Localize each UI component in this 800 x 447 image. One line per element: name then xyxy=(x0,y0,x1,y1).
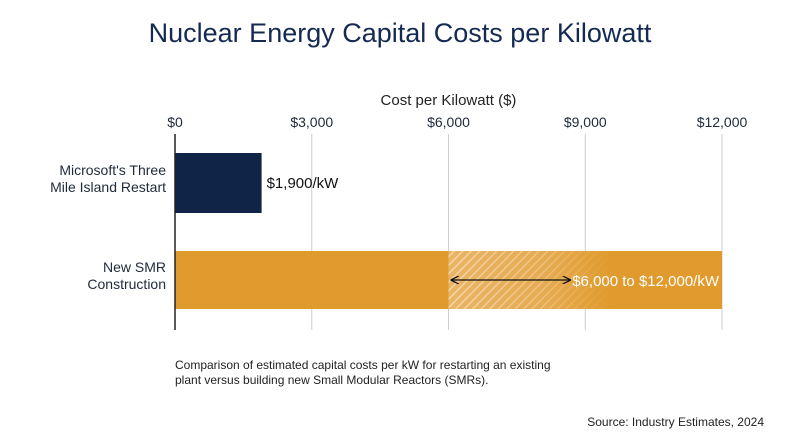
source-text: Source: Industry Estimates, 2024 xyxy=(587,415,764,429)
x-tick-label: $6,000 xyxy=(427,114,470,130)
data-label: $1,900/kW xyxy=(267,175,340,192)
bar xyxy=(175,153,262,213)
x-tick-label: $12,000 xyxy=(697,114,748,130)
category-label: Microsoft's Three xyxy=(59,162,166,178)
chart-note: Comparison of estimated capital costs pe… xyxy=(175,358,551,387)
data-label: $6,000 to $12,000/kW xyxy=(572,273,720,290)
x-tick-label: $9,000 xyxy=(564,114,607,130)
bar xyxy=(175,251,449,309)
category-label: Construction xyxy=(87,276,166,292)
category-label: Mile Island Restart xyxy=(50,179,166,195)
chart-title: Nuclear Energy Capital Costs per Kilowat… xyxy=(148,18,652,48)
x-tick-label: $3,000 xyxy=(290,114,333,130)
x-axis-title: Cost per Kilowatt ($) xyxy=(380,92,517,109)
x-tick-label: $0 xyxy=(167,114,183,130)
category-label: New SMR xyxy=(103,259,166,275)
